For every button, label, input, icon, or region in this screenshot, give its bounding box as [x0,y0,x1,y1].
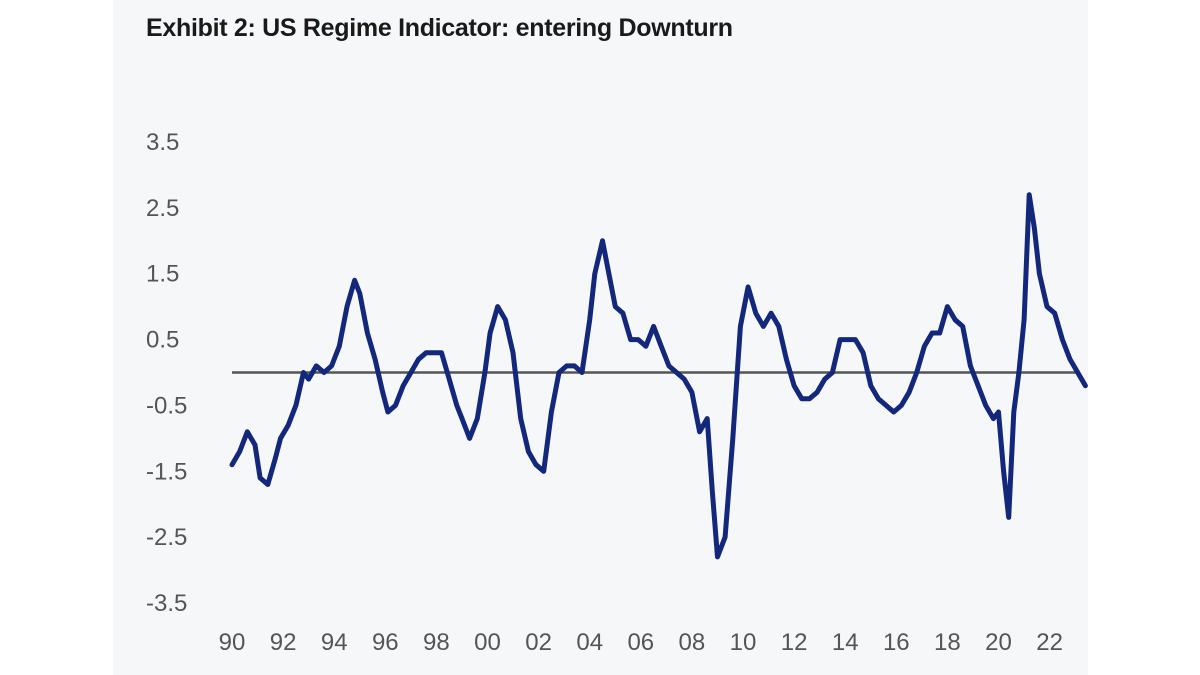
x-tick-label: 92 [270,629,297,656]
chart-title: Exhibit 2: US Regime Indicator: entering… [146,14,733,42]
y-tick-label: 0.5 [146,327,179,354]
x-tick-label: 20 [985,629,1012,656]
y-tick-label: 1.5 [146,261,179,288]
y-tick-label: -0.5 [146,392,187,419]
x-tick-label: 16 [883,629,910,656]
x-tick-label: 12 [781,629,808,656]
y-tick-label: -3.5 [146,590,187,617]
y-tick-label: -2.5 [146,524,187,551]
y-tick-label: -1.5 [146,458,187,485]
x-tick-label: 06 [627,629,654,656]
y-tick-label: 3.5 [146,129,179,156]
x-tick-label: 04 [576,629,603,656]
chart-panel [113,0,1088,675]
x-tick-label: 94 [321,629,348,656]
series-line [229,192,1088,560]
x-tick-label: 98 [423,629,450,656]
x-tick-label: 08 [679,629,706,656]
x-tick-label: 14 [832,629,859,656]
x-tick-label: 96 [372,629,399,656]
x-tick-label: 02 [525,629,552,656]
x-tick-label: 10 [730,629,757,656]
y-axis-tick-labels: 3.5 2.5 1.5 0.5 -0.5 -1.5 -2.5 -3.5 [146,129,187,617]
x-tick-label: 00 [474,629,501,656]
y-tick-label: 2.5 [146,195,179,222]
x-tick-label: 22 [1036,629,1063,656]
x-tick-label: 18 [934,629,961,656]
x-axis-tick-labels: 90 92 94 96 98 00 02 04 06 08 10 12 14 16 18 20 22 [219,629,1063,656]
x-tick-label: 90 [219,629,246,656]
